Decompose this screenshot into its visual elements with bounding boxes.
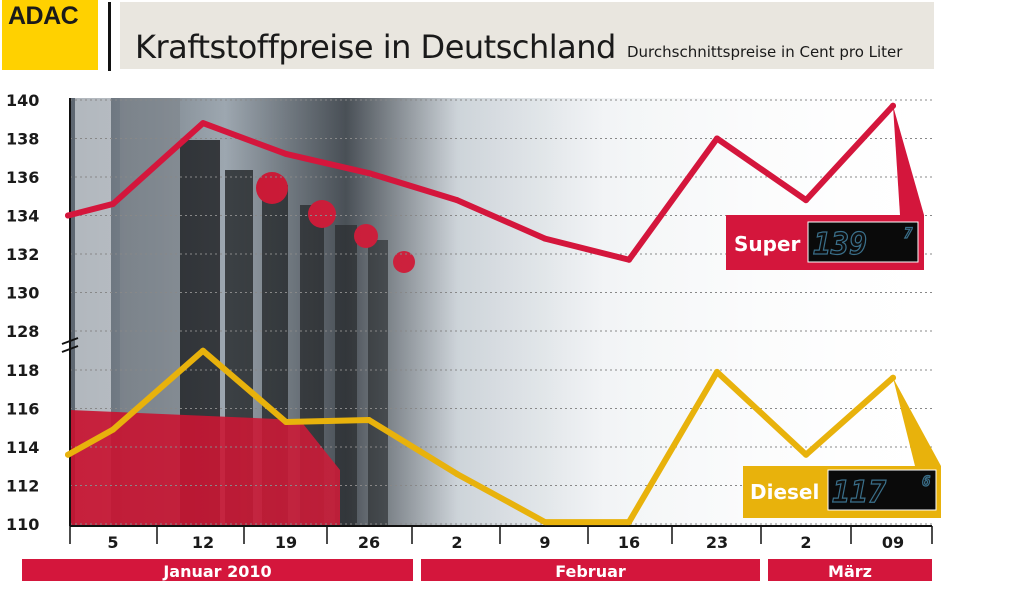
diesel-point <box>283 418 289 425</box>
diesel-point <box>366 417 372 424</box>
super-lcd-tenth: 7 <box>904 226 913 242</box>
month-band <box>768 559 932 581</box>
gridlines <box>70 99 932 525</box>
diesel-point <box>200 347 206 354</box>
diesel-point <box>714 368 720 375</box>
y-tick-label: 138 <box>6 130 39 149</box>
fuel-pump-background <box>70 98 932 526</box>
super-point <box>454 197 460 204</box>
x-tick-label: 2 <box>451 533 462 552</box>
y-tick-label: 110 <box>6 515 39 534</box>
diesel-point <box>110 426 116 433</box>
diesel-point <box>803 451 809 458</box>
y-tick-label: 140 <box>6 91 39 110</box>
axis-break-marker <box>61 337 79 353</box>
x-tick-label: 23 <box>706 533 728 552</box>
y-tick-label: 118 <box>6 361 39 380</box>
logo-text: ADAC <box>8 2 79 30</box>
series-lines <box>65 102 941 526</box>
month-label: Februar <box>555 562 626 581</box>
diesel-point <box>65 451 71 458</box>
diesel-badge-label: Diesel <box>750 480 819 504</box>
super-point <box>283 150 289 157</box>
diesel-lcd-tenth: 6 <box>922 474 930 490</box>
x-tick-label: 19 <box>275 533 297 552</box>
x-tick-label: 5 <box>107 533 118 552</box>
y-tick-label: 114 <box>6 438 39 457</box>
diesel-callout-pointer <box>893 377 941 466</box>
x-tick-label: 26 <box>358 533 380 552</box>
super-point <box>542 235 548 242</box>
super-point <box>803 197 809 204</box>
x-tick-label: 09 <box>882 533 904 552</box>
month-band <box>421 559 760 581</box>
x-tick-label: 2 <box>800 533 811 552</box>
super-point <box>110 200 116 207</box>
y-tick-label: 136 <box>6 168 39 187</box>
x-axis: 5 12 19 26 2 9 16 23 2 09 <box>69 526 933 552</box>
super-lcd-value: 139 <box>813 227 867 262</box>
x-tick-label: 9 <box>539 533 550 552</box>
month-bands: Januar 2010 Februar März <box>22 559 932 581</box>
month-band <box>22 559 413 581</box>
super-callout-pointer <box>893 105 924 215</box>
super-point <box>366 170 372 177</box>
month-label: Januar 2010 <box>162 562 271 581</box>
adac-logo: ADAC <box>2 0 98 70</box>
x-tick-label: 16 <box>618 533 640 552</box>
logo-divider <box>108 2 111 71</box>
y-tick-label: 116 <box>6 400 39 419</box>
diesel-lcd-value: 117 <box>832 475 886 510</box>
y-tick-label: 130 <box>6 284 39 303</box>
diesel-point <box>454 470 460 477</box>
y-axis: 128 130 132 134 136 138 140 110 112 114 116 118 <box>6 91 39 534</box>
y-tick-label: 112 <box>6 477 39 496</box>
super-lcd-display <box>807 221 919 263</box>
x-tick-label: 12 <box>192 533 214 552</box>
month-label: März <box>828 562 872 581</box>
super-point <box>200 120 206 127</box>
y-tick-label: 134 <box>6 207 39 226</box>
diesel-lcd-display <box>827 469 937 511</box>
header-band <box>120 2 934 69</box>
diesel-point <box>626 519 632 526</box>
y-tick-label: 128 <box>6 322 39 341</box>
super-badge-label: Super <box>734 232 801 256</box>
value-badges: Super 139 7 Diesel 117 6 <box>726 215 941 518</box>
diesel-point <box>542 519 548 526</box>
page-subtitle: Durchschnittspreise in Cent pro Liter <box>627 43 903 61</box>
page-title: Kraftstoffpreise in Deutschland <box>135 28 616 66</box>
super-point <box>714 135 720 142</box>
y-tick-label: 132 <box>6 245 39 264</box>
super-point <box>65 212 71 219</box>
super-point <box>626 256 632 263</box>
